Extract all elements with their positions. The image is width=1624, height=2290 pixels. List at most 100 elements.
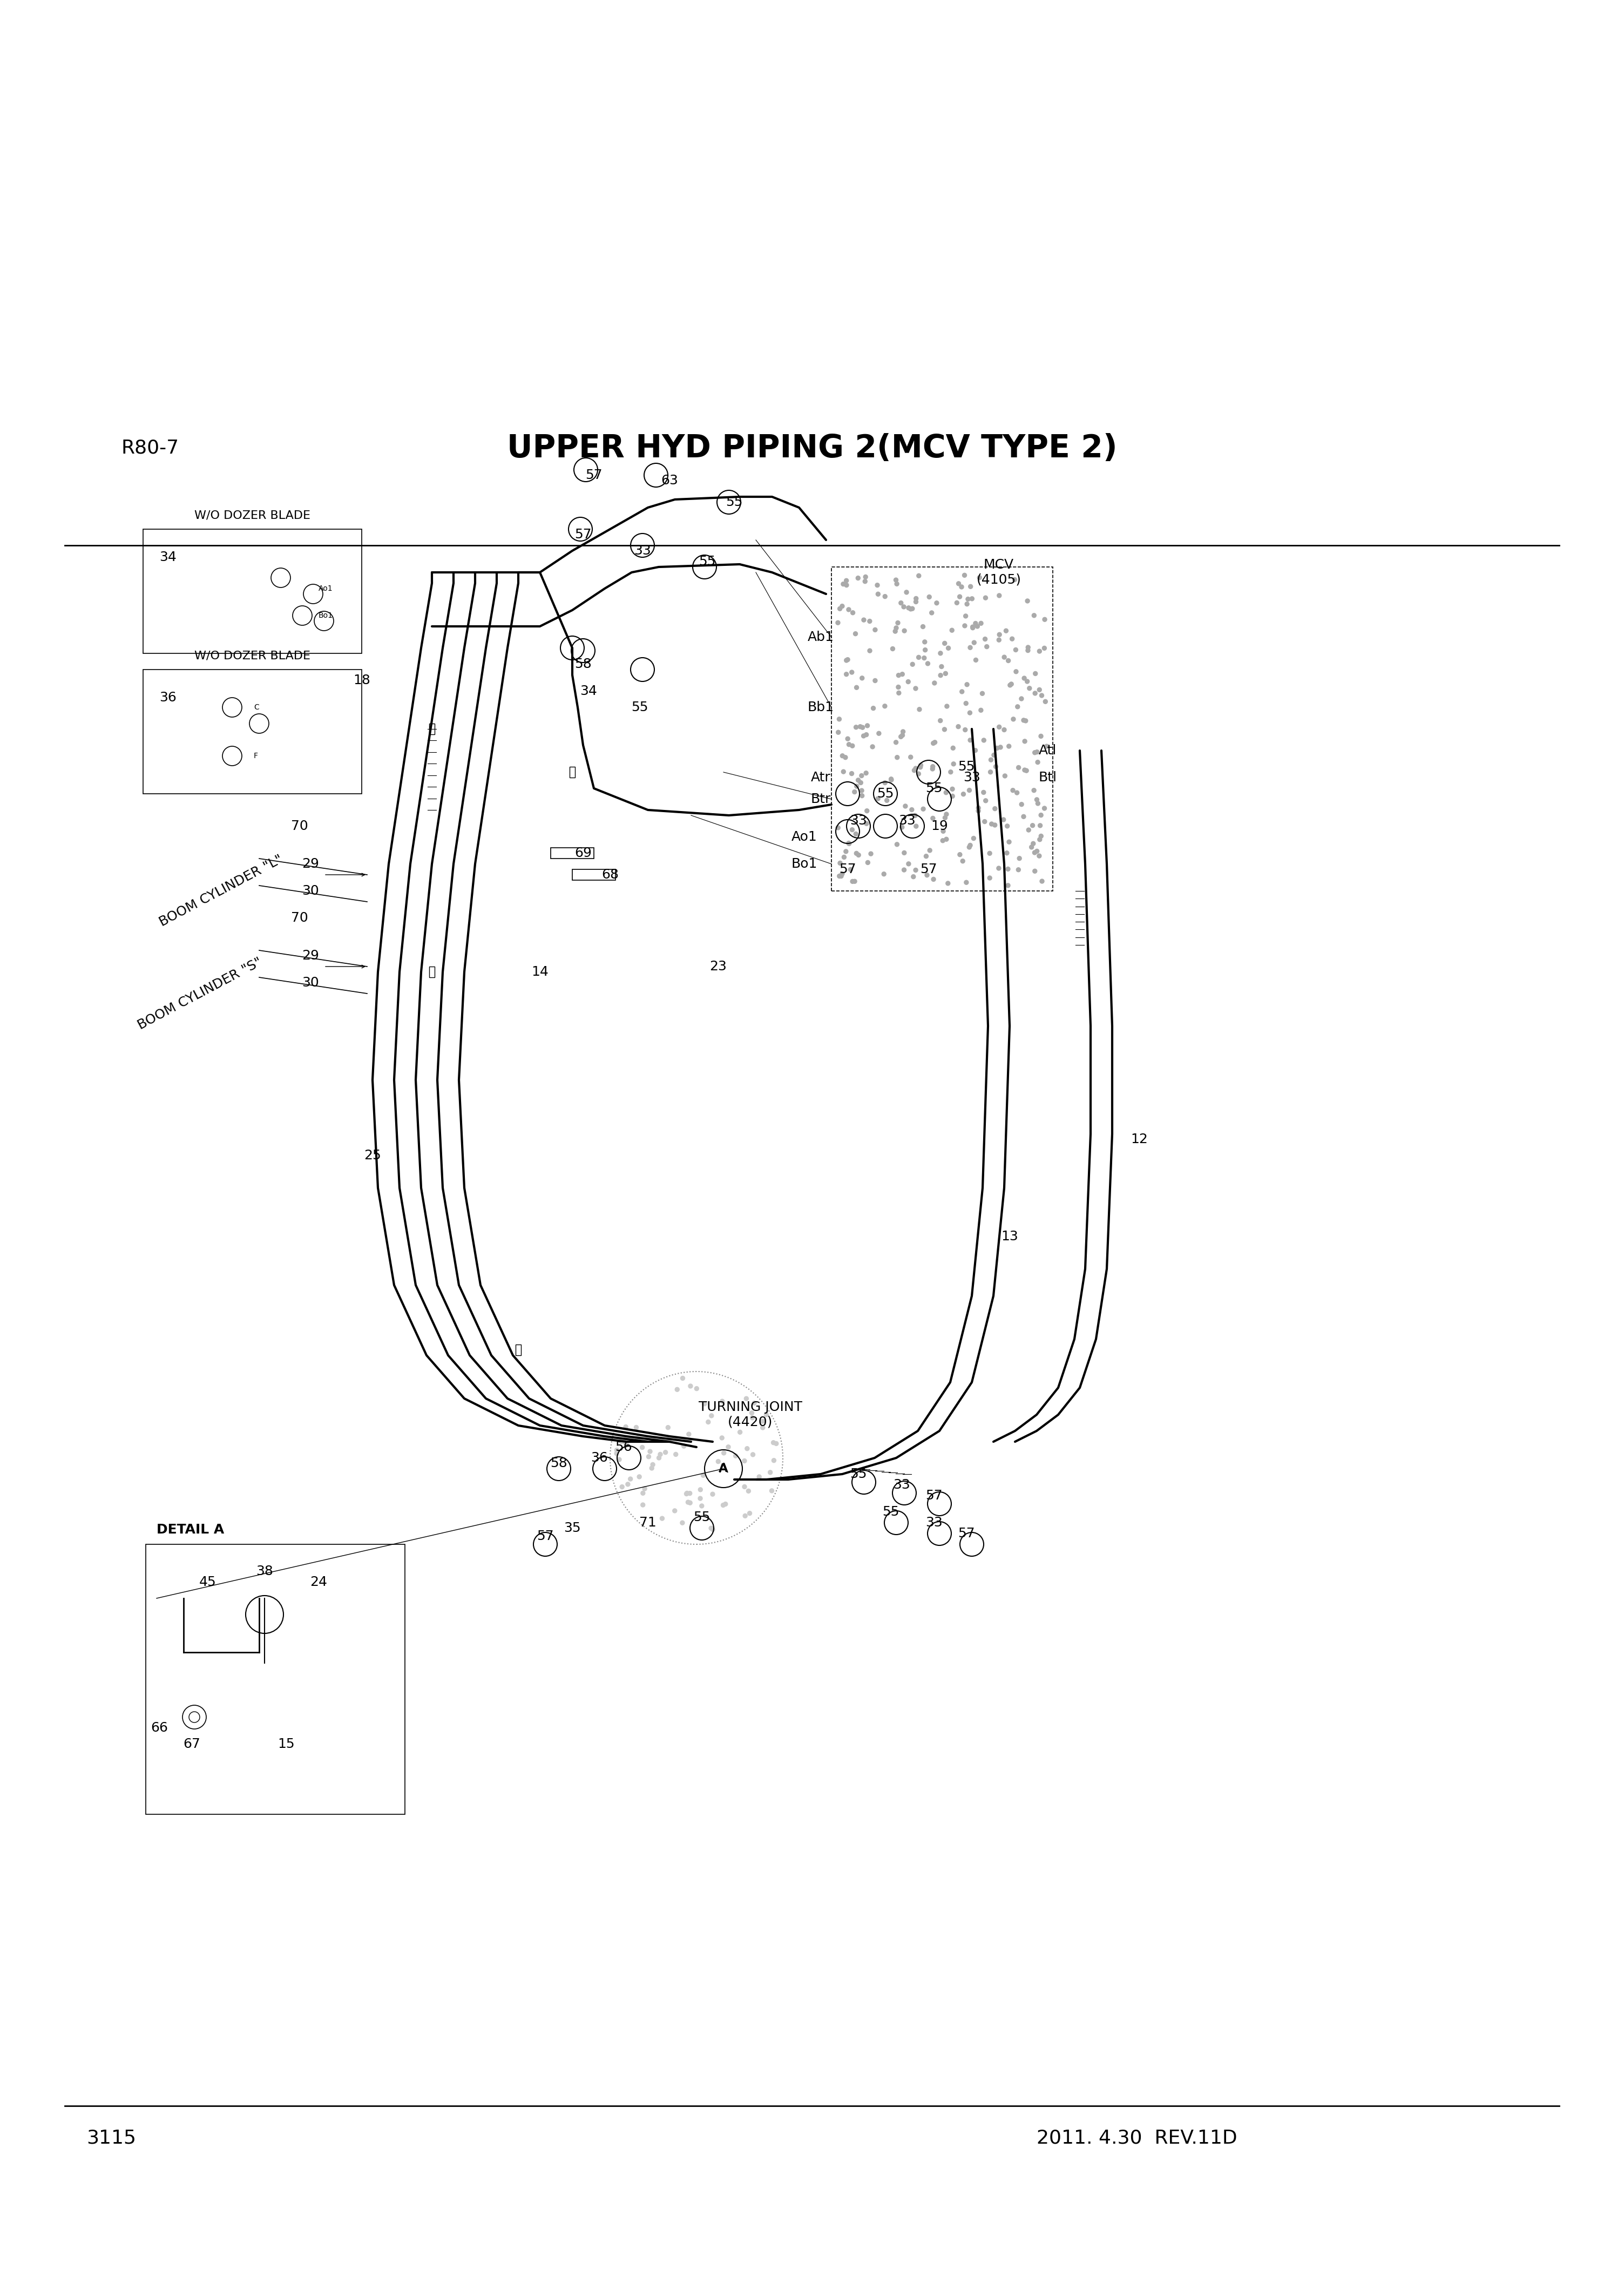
Circle shape [840, 605, 844, 609]
Circle shape [952, 763, 955, 767]
Circle shape [900, 733, 905, 737]
Circle shape [896, 673, 901, 678]
Circle shape [992, 806, 997, 811]
Circle shape [844, 584, 849, 586]
Bar [146, 1543, 404, 1814]
Circle shape [742, 1459, 747, 1463]
Circle shape [864, 822, 869, 827]
Text: 55: 55 [693, 1511, 710, 1523]
Text: 33: 33 [893, 1479, 909, 1491]
Circle shape [874, 678, 877, 682]
Circle shape [1017, 868, 1020, 872]
Circle shape [771, 1459, 776, 1463]
Circle shape [750, 1452, 755, 1456]
Circle shape [895, 625, 898, 630]
Circle shape [1023, 719, 1028, 724]
Circle shape [1033, 868, 1038, 872]
Text: 29: 29 [302, 950, 318, 962]
Circle shape [710, 1413, 713, 1418]
Circle shape [719, 1399, 724, 1404]
Circle shape [971, 836, 976, 840]
Text: 33: 33 [926, 1516, 942, 1530]
Text: TURNING JOINT
(4420): TURNING JOINT (4420) [698, 1401, 802, 1429]
Circle shape [1044, 744, 1049, 749]
Circle shape [859, 781, 862, 785]
Circle shape [1031, 614, 1036, 618]
Circle shape [1005, 884, 1010, 889]
Circle shape [849, 827, 854, 831]
Circle shape [997, 726, 1002, 728]
Circle shape [689, 1383, 693, 1388]
Circle shape [883, 781, 887, 785]
Circle shape [918, 708, 921, 712]
Circle shape [1038, 687, 1041, 692]
Circle shape [1038, 824, 1043, 827]
Circle shape [1002, 774, 1007, 779]
Circle shape [989, 758, 994, 763]
Circle shape [963, 572, 966, 577]
Text: 70: 70 [291, 820, 309, 834]
Circle shape [893, 577, 898, 582]
Circle shape [931, 877, 935, 882]
Text: DETAIL A: DETAIL A [156, 1523, 224, 1537]
Bar [429, 966, 435, 978]
Circle shape [903, 630, 906, 632]
Text: Atr: Atr [810, 772, 830, 783]
Circle shape [989, 822, 994, 827]
Circle shape [900, 671, 905, 676]
Text: W/O DOZER BLADE: W/O DOZER BLADE [195, 650, 310, 662]
Circle shape [757, 1475, 762, 1479]
Circle shape [619, 1440, 624, 1445]
Circle shape [643, 1486, 646, 1491]
Circle shape [919, 763, 922, 767]
Circle shape [775, 1440, 778, 1445]
Circle shape [1010, 637, 1015, 641]
Circle shape [1043, 618, 1047, 621]
Circle shape [864, 772, 869, 776]
Bar [831, 568, 1052, 891]
Circle shape [633, 1424, 638, 1429]
Circle shape [968, 737, 973, 742]
Text: 15: 15 [278, 1738, 294, 1750]
Circle shape [1005, 852, 1009, 854]
Bar [429, 724, 435, 735]
Circle shape [909, 607, 914, 611]
Text: 55: 55 [958, 760, 974, 774]
Circle shape [622, 1440, 627, 1445]
Circle shape [947, 646, 950, 650]
Circle shape [939, 719, 942, 724]
Circle shape [856, 575, 861, 579]
Circle shape [961, 792, 966, 797]
Text: 70: 70 [291, 911, 309, 925]
Text: 57: 57 [840, 863, 856, 875]
Circle shape [698, 1489, 703, 1491]
Circle shape [963, 614, 968, 618]
Circle shape [620, 1484, 624, 1489]
Circle shape [700, 1505, 703, 1509]
Text: BOOM CYLINDER "S": BOOM CYLINDER "S" [135, 955, 265, 1033]
Circle shape [745, 1447, 749, 1452]
Circle shape [960, 859, 965, 863]
Circle shape [1028, 687, 1031, 692]
Circle shape [1043, 698, 1047, 703]
Circle shape [760, 1424, 765, 1429]
Circle shape [955, 600, 960, 605]
Circle shape [861, 733, 866, 737]
Circle shape [957, 724, 960, 728]
Circle shape [963, 728, 968, 733]
Circle shape [721, 1502, 726, 1507]
Circle shape [1033, 692, 1038, 696]
Circle shape [945, 703, 948, 708]
Circle shape [866, 724, 869, 728]
Circle shape [940, 838, 945, 843]
Circle shape [846, 607, 851, 611]
Circle shape [976, 806, 981, 811]
Circle shape [1038, 854, 1041, 859]
Circle shape [1026, 827, 1031, 831]
Circle shape [896, 685, 901, 689]
Circle shape [981, 737, 986, 742]
Circle shape [752, 1401, 757, 1406]
Circle shape [866, 808, 869, 813]
Circle shape [765, 1413, 768, 1418]
Circle shape [625, 1443, 628, 1447]
